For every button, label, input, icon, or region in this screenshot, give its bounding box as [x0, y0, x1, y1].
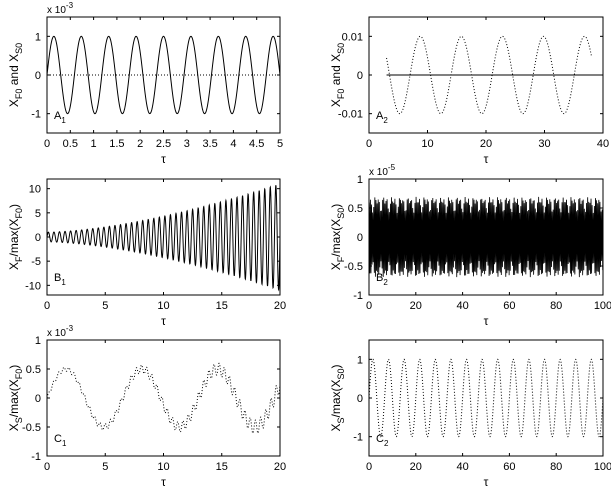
y-tick-label: 10	[29, 184, 41, 196]
x-tick-label: 80	[550, 461, 562, 473]
y-tick-label: 0.5	[348, 203, 363, 215]
y-tick-label: 0	[35, 232, 41, 244]
x-tick-label: 40	[597, 138, 609, 150]
y-tick-label: 1	[357, 354, 363, 366]
x-tick-label: 5	[277, 138, 283, 150]
x-tick-label: 15	[216, 300, 228, 312]
panel-C2: 0 20 40 60 80 100 -1 0 1 τ XS/max(XS0) C2	[329, 339, 611, 489]
y-axis-label: XF/max(XS0)	[329, 204, 346, 271]
x-tick-label: 20	[274, 461, 286, 473]
x-tick-label: 40	[456, 300, 468, 312]
x-axis-label: τ	[484, 314, 489, 328]
x-tick-label: 100	[594, 300, 611, 312]
panel-B1: 0 5 10 15 20 -10 -5 0 5 10 τ XF/max(XF0) B1	[7, 178, 286, 328]
y-tick-label: 1	[35, 31, 41, 43]
y-tick-label: 0	[357, 393, 363, 405]
series-A2-0	[386, 35, 592, 115]
y-tick-label: 1	[357, 174, 363, 186]
x-tick-label: 2.5	[156, 138, 171, 150]
x-tick-label: 10	[421, 138, 433, 150]
x-tick-label: 60	[503, 461, 515, 473]
y-tick-label: -0.5	[344, 261, 363, 273]
x-tick-label: 20	[410, 300, 422, 312]
y-axis-label: XF/max(XF0)	[7, 204, 24, 270]
panel-label: A1	[54, 110, 66, 125]
panel-B2: 0 20 40 60 80 100 -1 -0.5 0 0.5 1 x 10-5 τ XF/max(XS0…	[329, 163, 611, 328]
panel-C1: 0 5 10 15 20 -1 -0.5 0 0.5 1 x 10-3 τ XS/max(XF0) C1	[7, 324, 286, 489]
series-B1-0	[47, 185, 280, 292]
x-tick-label: 100	[594, 461, 611, 473]
y-tick-label: 0.01	[342, 31, 363, 43]
x-tick-label: 40	[456, 461, 468, 473]
y-tick-label: 5	[35, 208, 41, 220]
x-axis-label: τ	[484, 475, 489, 489]
series-B2-0	[369, 196, 603, 278]
x-tick-label: 20	[480, 138, 492, 150]
y-tick-label: -1	[31, 109, 41, 121]
x-tick-label: 0	[366, 461, 372, 473]
x-tick-label: 0	[44, 138, 50, 150]
x-tick-label: 10	[157, 300, 169, 312]
y-tick-label: 0.5	[26, 364, 41, 376]
series-C2-0	[369, 358, 603, 438]
x-tick-label: 0	[366, 138, 372, 150]
y-tick-label: 0	[357, 232, 363, 244]
y-tick-label: 0	[357, 70, 363, 82]
x-axis-label: τ	[161, 475, 166, 489]
series-C1-0	[47, 362, 280, 434]
y-axis-label: XS/max(XF0)	[7, 365, 24, 432]
panel-label: C1	[54, 433, 67, 448]
x-tick-label: 0	[366, 300, 372, 312]
exponent-label: x 10-5	[369, 163, 396, 178]
x-tick-label: 30	[538, 138, 550, 150]
series-A1-0	[47, 35, 280, 115]
x-tick-label: 3.5	[202, 138, 217, 150]
y-tick-label: 1	[35, 335, 41, 347]
x-tick-label: 10	[157, 461, 169, 473]
x-tick-label: 3	[184, 138, 190, 150]
y-tick-label: -5	[31, 256, 41, 268]
x-tick-label: 5	[102, 461, 108, 473]
axes-frame	[46, 339, 281, 457]
y-tick-label: -1	[31, 451, 41, 463]
x-tick-label: 4.5	[249, 138, 264, 150]
panel-label: C2	[376, 433, 389, 448]
y-tick-label: -10	[25, 280, 41, 292]
x-tick-label: 0	[44, 300, 50, 312]
y-tick-label: -0.5	[22, 422, 41, 434]
y-tick-label: -1	[353, 290, 363, 302]
y-tick-label: 0	[35, 393, 41, 405]
panel-label: A2	[376, 110, 388, 125]
x-tick-label: 0.5	[63, 138, 78, 150]
panel-label: B1	[54, 272, 66, 287]
x-tick-label: 15	[216, 461, 228, 473]
x-tick-label: 1.5	[109, 138, 124, 150]
panel-A1: 0 0.5 1 1.5 2 2.5 3 3.5 4 4.5 5 -1 0 1 x 10-3 τ XF0 and …	[7, 1, 283, 166]
x-tick-label: 80	[550, 300, 562, 312]
y-tick-label: 0	[35, 70, 41, 82]
exponent-label: x 10-3	[47, 1, 74, 16]
x-axis-label: τ	[161, 152, 166, 166]
y-axis-label: XF0 and XS0	[7, 43, 24, 107]
y-tick-label: -1	[353, 432, 363, 444]
y-tick-label: -0.01	[338, 109, 363, 121]
x-tick-label: 60	[503, 300, 515, 312]
exponent-label: x 10-3	[47, 324, 74, 339]
x-tick-label: 1	[91, 138, 97, 150]
x-tick-label: 2	[137, 138, 143, 150]
x-tick-label: 0	[44, 461, 50, 473]
x-tick-label: 4	[230, 138, 236, 150]
y-axis-label: XF0 and XS0	[329, 43, 346, 107]
y-axis-label: XS/max(XS0)	[329, 364, 346, 431]
x-axis-label: τ	[484, 152, 489, 166]
x-tick-label: 20	[410, 461, 422, 473]
panel-A2: 0 10 20 30 40 -0.01 0 0.01 τ XF0 and XS0 A2	[329, 16, 609, 166]
x-tick-label: 20	[274, 300, 286, 312]
x-axis-label: τ	[161, 314, 166, 328]
x-tick-label: 5	[102, 300, 108, 312]
